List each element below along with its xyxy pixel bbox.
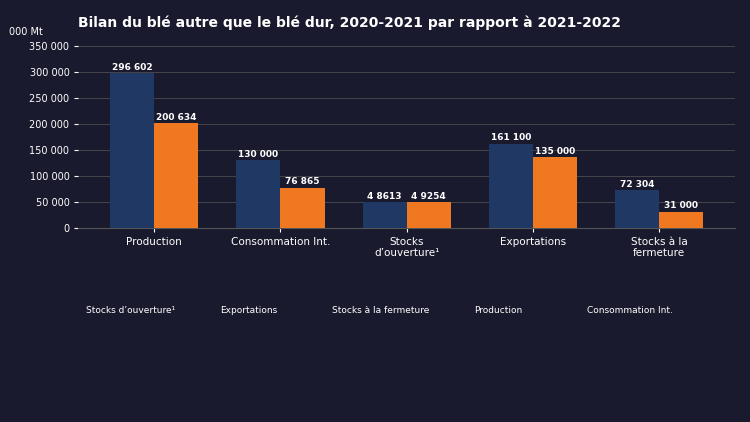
- Bar: [533, 157, 578, 228]
- Bar: [110, 73, 154, 228]
- Text: 161 100: 161 100: [490, 133, 531, 142]
- Y-axis label: 000 Mt: 000 Mt: [9, 27, 43, 37]
- Bar: [154, 123, 199, 228]
- Bar: [280, 188, 325, 228]
- Bar: [236, 160, 280, 228]
- Text: Stocks à la fermeture: Stocks à la fermeture: [332, 306, 429, 316]
- Text: Consommation Int.: Consommation Int.: [587, 306, 673, 316]
- Text: 296 602: 296 602: [112, 63, 152, 72]
- Text: 130 000: 130 000: [238, 149, 278, 159]
- Text: 72 304: 72 304: [620, 180, 655, 189]
- Text: Production: Production: [475, 306, 523, 316]
- Text: Stocks d’ouverture¹: Stocks d’ouverture¹: [86, 306, 176, 316]
- Text: Exportations: Exportations: [220, 306, 278, 316]
- Bar: [362, 203, 407, 228]
- Bar: [615, 190, 659, 228]
- Text: 76 865: 76 865: [285, 177, 320, 186]
- Text: 135 000: 135 000: [535, 147, 575, 156]
- Bar: [406, 202, 451, 228]
- Bar: [659, 211, 704, 228]
- Text: 31 000: 31 000: [664, 201, 698, 210]
- Text: 200 634: 200 634: [156, 113, 196, 122]
- Text: 4 9254: 4 9254: [412, 192, 446, 200]
- Text: Bilan du blé autre que le blé dur, 2020-2021 par rapport à 2021-2022: Bilan du blé autre que le blé dur, 2020-…: [79, 15, 622, 30]
- Text: 4 8613: 4 8613: [368, 192, 402, 201]
- Bar: [489, 144, 533, 228]
